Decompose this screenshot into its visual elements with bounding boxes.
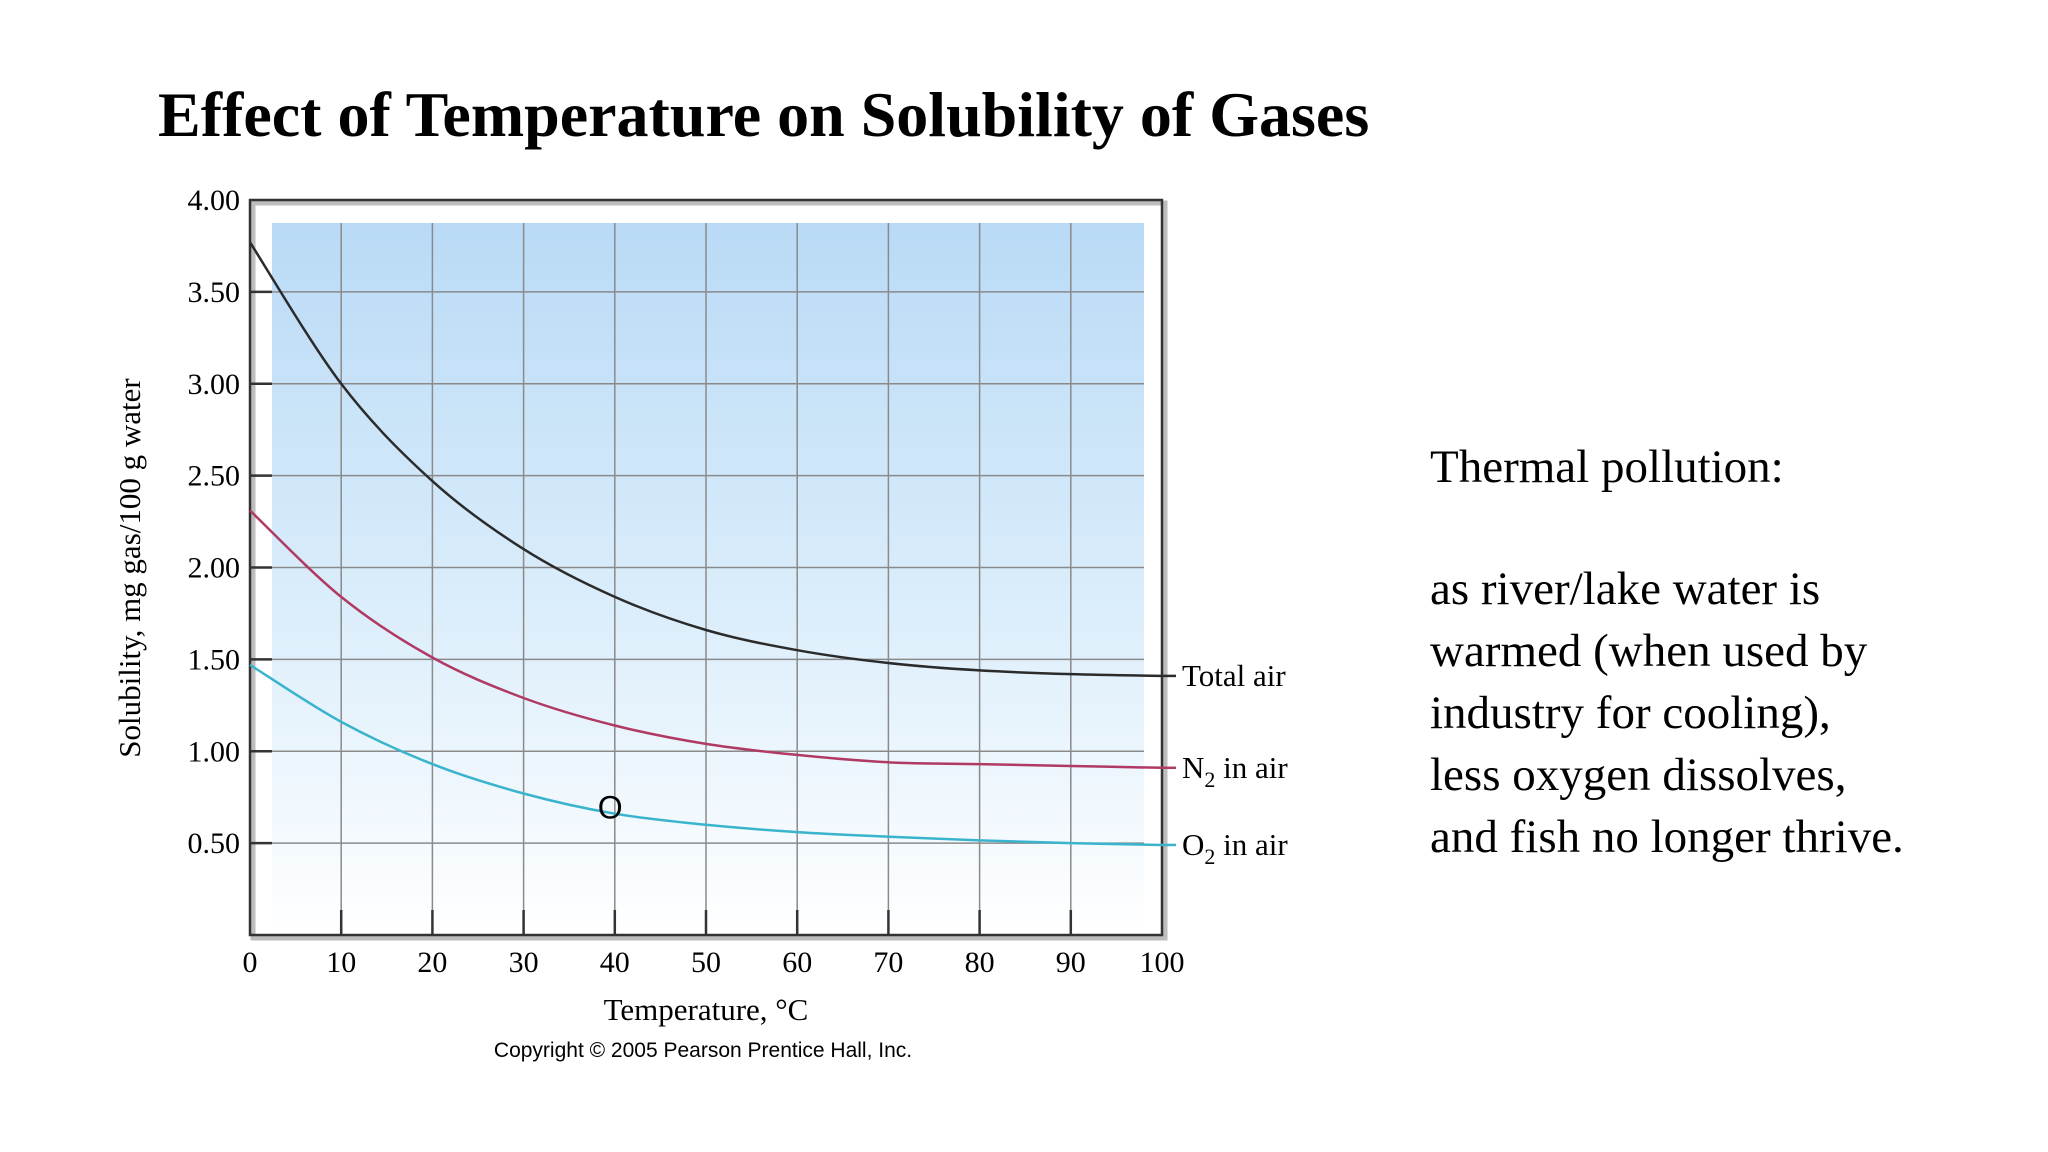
series-label-0: Total air [1182, 658, 1286, 693]
side-heading: Thermal pollution: [1430, 441, 1784, 493]
side-text: Thermal pollution: as river/lake water i… [1430, 436, 2030, 868]
series-label-1: N2 in air [1182, 750, 1288, 792]
series-line-0 [248, 241, 1163, 678]
x-tick-label-100: 100 [1140, 946, 1185, 979]
x-tick-label-20: 20 [417, 946, 447, 979]
side-line-3: less oxygen dissolves, [1430, 749, 1847, 801]
y-tick-label-1.50: 1.50 [188, 643, 241, 676]
y-tick-label-3.50: 3.50 [188, 276, 241, 309]
series-lines [248, 241, 1176, 847]
side-line-4: and fish no longer thrive. [1430, 811, 1904, 863]
x-tick-label-30: 30 [509, 946, 539, 979]
x-tick-label-90: 90 [1056, 946, 1086, 979]
series-line-2 [249, 663, 1163, 847]
x-tick-label-60: 60 [782, 946, 812, 979]
side-line-0: as river/lake water is [1430, 563, 1821, 615]
y-tick-label-3.00: 3.00 [188, 368, 241, 401]
y-tick-label-4.00: 4.00 [188, 184, 241, 217]
copyright-notice: Copyright © 2005 Pearson Prentice Hall, … [494, 1039, 912, 1062]
axis-labels: 0 10 20 30 40 50 60 70 80 90 100 0.50 1.00 1.50 2.00 2.… [112, 184, 1288, 1062]
y-tick-label-2.00: 2.00 [188, 552, 241, 585]
x-tick-label-70: 70 [873, 946, 903, 979]
x-tick-label-80: 80 [965, 946, 995, 979]
x-tick-label-40: 40 [600, 946, 630, 979]
side-line-2: industry for cooling), [1430, 687, 1831, 739]
side-line-1: warmed (when used by [1430, 625, 1868, 677]
slide-title: Effect of Temperature on Solubility of G… [158, 79, 1370, 150]
x-axis-label: Temperature, °C [604, 992, 809, 1027]
series-line-1 [249, 509, 1163, 770]
plot-background [272, 223, 1144, 936]
plot-frame-shadow [250, 200, 1168, 941]
axis-ticks [250, 290, 1073, 935]
x-tick-label-0: 0 [243, 946, 258, 979]
x-tick-label-50: 50 [691, 946, 721, 979]
series-label-2: O2 in air [1182, 827, 1288, 869]
y-tick-label-2.50: 2.50 [188, 460, 241, 493]
annotation-marker: O [598, 789, 623, 825]
y-axis-label: Solubility, mg gas/100 g water [112, 378, 147, 758]
grid-lines [250, 223, 1144, 935]
side-paragraph: as river/lake water is warmed (when used … [1430, 558, 2030, 868]
y-tick-label-1.00: 1.00 [188, 735, 241, 768]
x-tick-label-10: 10 [326, 946, 356, 979]
y-tick-label-0.50: 0.50 [188, 827, 241, 860]
